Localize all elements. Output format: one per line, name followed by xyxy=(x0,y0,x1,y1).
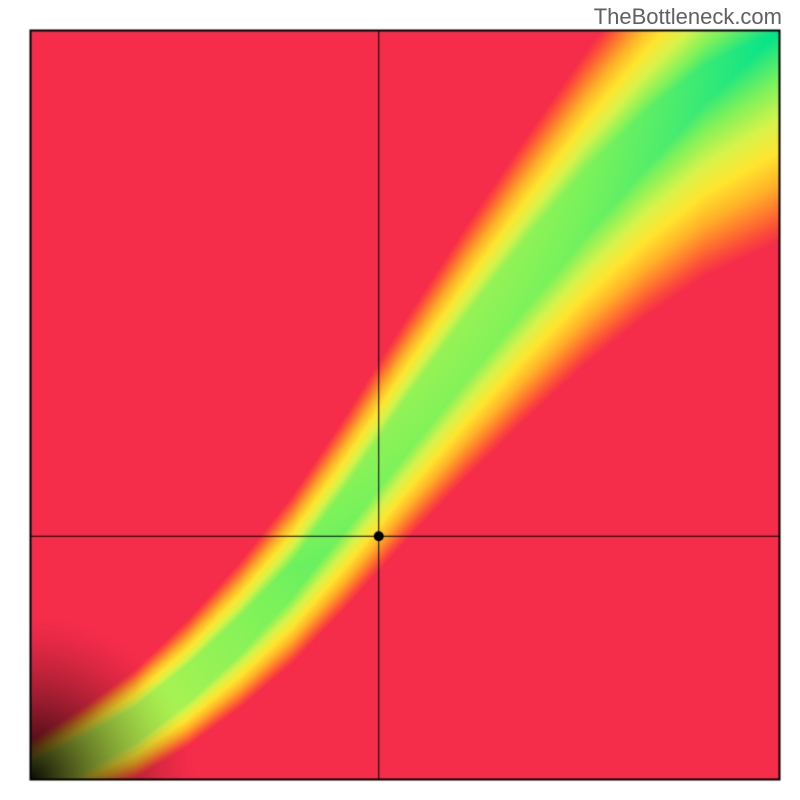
chart-container: TheBottleneck.com xyxy=(0,0,800,800)
watermark-text: TheBottleneck.com xyxy=(594,4,782,30)
heatmap-canvas xyxy=(0,0,800,800)
